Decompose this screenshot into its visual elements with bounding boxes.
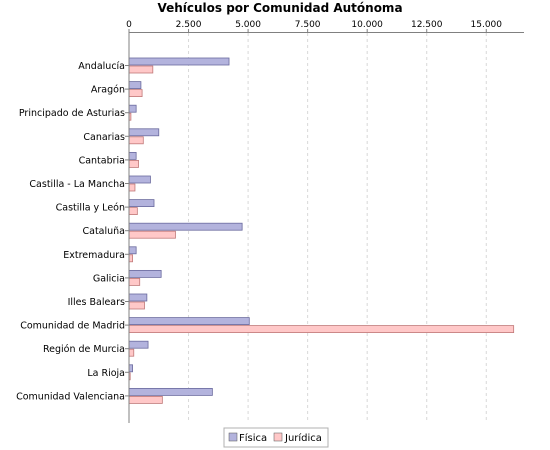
bar-fisica [128,81,142,89]
bar-fisica [128,387,213,396]
category-label: Comunidad Valenciana [16,391,125,402]
bar-juridica [128,65,154,74]
x-tick-label: 15.000 [471,20,503,30]
bar-juridica [128,325,515,334]
category-label: Cantabria [79,155,125,166]
x-tick-label: 5.000 [235,20,261,30]
bar-juridica [128,136,144,145]
bar-fisica [128,340,149,349]
bar-fisica [128,175,151,184]
bar-fisica [128,199,155,208]
category-label: Aragón [91,85,125,96]
category-label: La Rioja [87,368,125,379]
bar-fisica [128,269,162,278]
bar-fisica [128,293,148,302]
bar-fisica [128,57,230,66]
bar-juridica [128,348,135,357]
x-tick-label: 10.000 [351,20,383,30]
category-label: Castilla - La Mancha [29,179,125,190]
x-axis: 0 2.500 5.000 7.500 10.000 12.500 15.000 [126,20,524,33]
bar-juridica [128,159,139,168]
category-label: Extremadura [63,250,125,261]
bar-fisica [128,222,243,231]
bars [128,57,515,404]
legend-swatch-fisica [228,432,238,442]
category-label: Galicia [93,273,125,284]
bar-fisica [128,128,160,137]
grid [188,33,487,423]
bar-juridica [128,301,145,310]
bar-juridica [128,207,138,216]
category-label: Castilla y León [56,203,125,214]
x-tick-label: 7.500 [295,20,321,30]
x-tick-label: 2.500 [176,20,202,30]
bar-juridica [128,230,176,239]
category-label: Canarias [83,132,125,143]
bar-juridica [128,254,133,263]
x-tick-label: 12.500 [411,20,443,30]
category-label: Región de Murcia [43,344,125,355]
bar-fisica [128,364,133,373]
legend-label-fisica: Física [239,432,267,444]
category-label: Andalucía [78,61,125,72]
category-label: Comunidad de Madrid [20,321,125,332]
bar-fisica [128,151,137,160]
chart-title: Vehículos por Comunidad Autónoma [157,1,402,15]
bar-fisica [128,317,250,326]
bar-juridica [128,89,143,97]
bar-fisica [128,104,137,113]
category-labels: Andalucía Aragón Principado de Asturias Can… [16,61,129,402]
bar-juridica [128,395,163,404]
bar-juridica [128,277,141,286]
category-label: Principado de Asturias [19,108,125,119]
bar-fisica [128,246,137,255]
x-tick-label: 0 [126,20,132,30]
legend: Física Jurídica [223,427,329,448]
category-label: Illes Balears [68,297,125,308]
legend-swatch-juridica [273,432,283,442]
category-label: Cataluña [82,226,125,237]
legend-label-juridica: Jurídica [284,432,322,444]
bar-juridica [128,183,136,192]
